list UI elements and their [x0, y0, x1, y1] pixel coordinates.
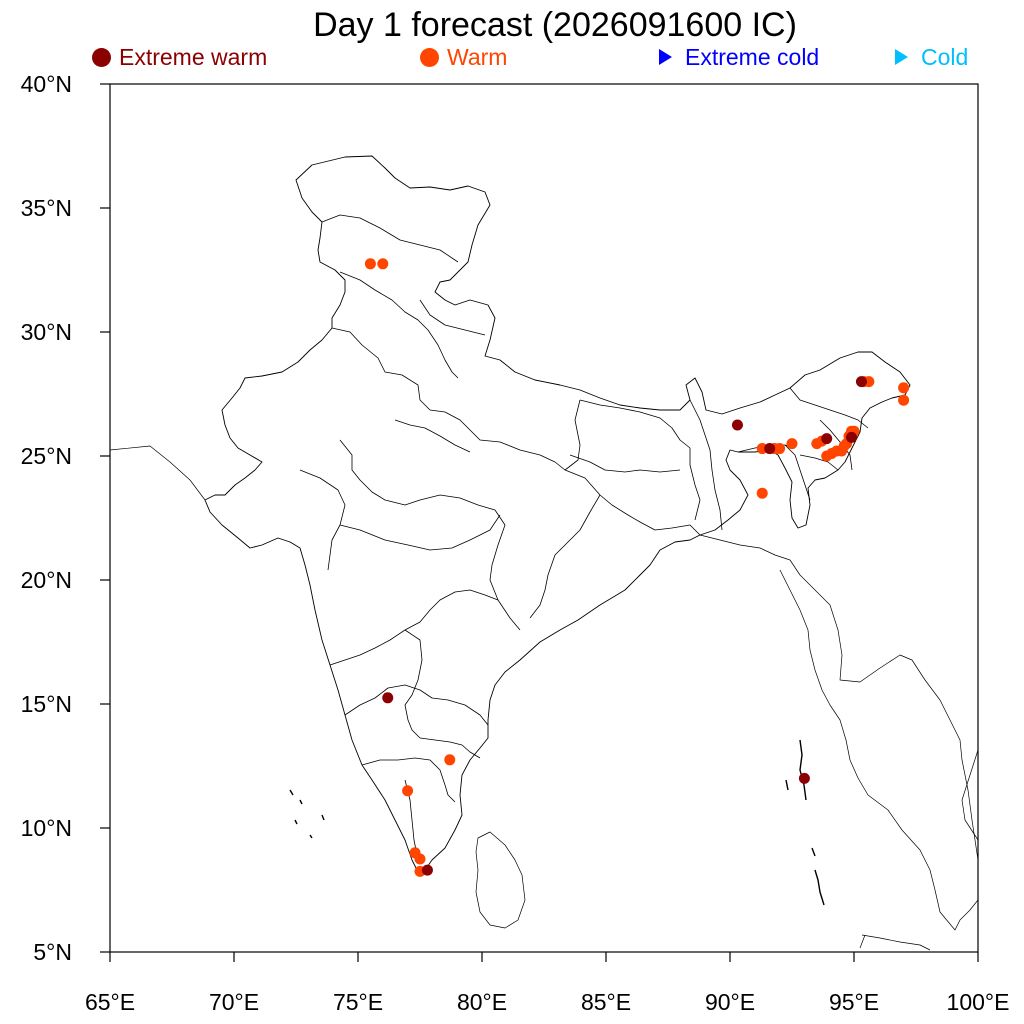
warm-point [821, 450, 833, 462]
state-borders [299, 214, 869, 861]
map-basemap [109, 155, 979, 951]
page-title: Day 1 forecast (2026091600 IC) [313, 6, 797, 44]
legend-extreme-cold-label: Extreme cold [685, 44, 820, 70]
warm-point [756, 487, 768, 499]
legend-extreme-warm-marker-icon [92, 47, 111, 67]
legend-cold-marker-icon [895, 49, 908, 65]
extreme-warm-point [846, 431, 858, 443]
extreme-warm-point [821, 433, 833, 445]
warm-point [898, 394, 910, 406]
warm-point [402, 785, 414, 797]
x-tick-label: 75°E [333, 989, 383, 1015]
x-tick-label: 85°E [581, 989, 631, 1015]
x-tick-label: 100°E [947, 989, 1010, 1015]
y-tick-label: 35°N [21, 195, 72, 221]
warm-point [414, 853, 426, 865]
y-tick-label: 20°N [21, 567, 72, 593]
extreme-warm-point [764, 443, 776, 455]
extreme-warm-point [382, 692, 394, 704]
y-tick-label: 25°N [21, 443, 72, 469]
x-tick-label: 70°E [209, 989, 259, 1015]
x-tick-label: 80°E [457, 989, 507, 1015]
y-tick-label: 5°N [33, 939, 72, 965]
warm-point [774, 443, 786, 455]
coastline [109, 445, 979, 951]
legend-extreme-cold: Extreme cold [656, 44, 819, 70]
x-tick-label: 65°E [85, 989, 135, 1015]
x-tick-label: 95°E [829, 989, 879, 1015]
extreme-warm-point [855, 376, 867, 388]
legend-warm-marker-icon [420, 47, 439, 67]
warm-point [364, 258, 376, 270]
warm-point [444, 754, 456, 766]
map-ticks: 65°E 70°E 75°E 80°E 85°E 90°E 95°E 100°E 40°N 35°… [21, 71, 1010, 1015]
extreme-warm-point [421, 864, 433, 876]
y-tick-label: 15°N [21, 691, 72, 717]
legend-cold: Cold [892, 44, 968, 70]
legend-cold-label: Cold [921, 44, 969, 70]
forecast-points [364, 258, 910, 877]
legend-extreme-cold-marker-icon [659, 49, 672, 65]
warm-point [786, 438, 798, 450]
legend-extreme-warm: Extreme warm [92, 44, 267, 70]
y-tick-label: 10°N [21, 815, 72, 841]
y-tick-label: 30°N [21, 319, 72, 345]
india-outline [204, 155, 911, 873]
warm-point [898, 382, 910, 394]
y-tick-label: 40°N [21, 71, 72, 97]
extreme-warm-point [798, 772, 810, 784]
legend-warm: Warm [420, 44, 507, 70]
extreme-warm-point [731, 419, 743, 431]
warm-point [838, 440, 850, 452]
island-chains [289, 739, 825, 906]
x-tick-label: 90°E [705, 989, 755, 1015]
warm-point [377, 258, 389, 270]
legend-extreme-warm-label: Extreme warm [119, 44, 268, 70]
legend-warm-label: Warm [447, 44, 508, 70]
map-frame [109, 83, 979, 953]
